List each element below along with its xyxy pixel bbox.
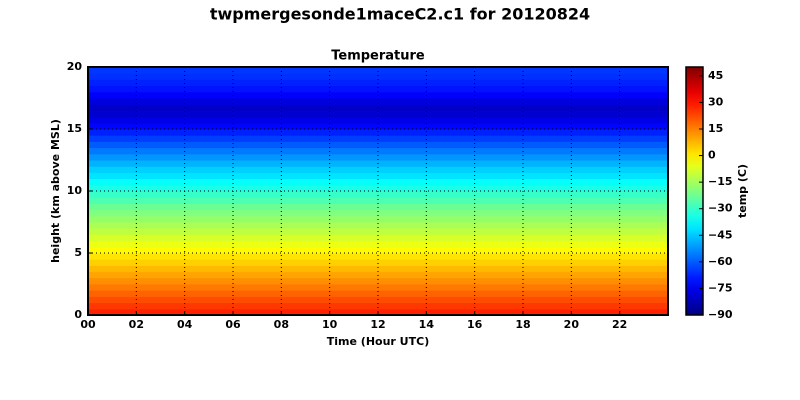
x-tick-label: 06 [225, 318, 241, 331]
heatmap-cell [88, 110, 668, 118]
colorbar-tick-label: 45 [708, 69, 723, 82]
x-tick-label: 00 [80, 318, 96, 331]
heatmap-cell [88, 203, 668, 211]
chart-title: twpmergesonde1maceC2.c1 for 20120824 [210, 5, 590, 24]
heatmap-cell [88, 85, 668, 93]
heatmap-cell [88, 184, 668, 192]
colorbar-label: temp (C) [736, 164, 749, 218]
x-tick-label: 02 [129, 318, 144, 331]
chart-subtitle: Temperature [331, 49, 425, 64]
colorbar-tick-label: −15 [708, 175, 733, 188]
heatmap-cell [88, 197, 668, 204]
heatmap-cell [88, 222, 668, 229]
y-tick-label: 20 [67, 60, 83, 73]
heatmap-cell [88, 290, 668, 297]
heatmap-cell [88, 246, 668, 254]
heatmap-cell [88, 277, 668, 285]
heatmap-cell [88, 153, 668, 161]
heatmap-cell [88, 302, 668, 310]
heatmap-cell [88, 259, 668, 266]
x-tick-label: 08 [274, 318, 289, 331]
y-axis-label: height (km above MSL) [49, 119, 62, 263]
y-tick-label: 10 [67, 184, 83, 197]
colorbar-tick-label: −90 [708, 308, 733, 321]
x-tick-label: 22 [612, 318, 627, 331]
heatmap-cell [88, 234, 668, 242]
heatmap-cell [88, 147, 668, 155]
y-tick-label: 15 [67, 122, 82, 135]
colorbar-tick-label: −30 [708, 202, 733, 215]
colorbar-tick-label: 0 [708, 149, 716, 162]
heatmap-cell [88, 209, 668, 217]
heatmap-cell [88, 178, 668, 186]
heatmap-cell [88, 122, 668, 130]
x-axis-label: Time (Hour UTC) [327, 335, 429, 348]
colorbar-tick-label: −75 [708, 281, 733, 294]
x-tick-label: 18 [515, 318, 530, 331]
y-tick-label: 0 [74, 308, 82, 321]
heatmap-cell [88, 79, 668, 87]
heatmap-cell [88, 98, 668, 105]
heatmap-cell [88, 129, 668, 136]
colorbar-tick-label: 15 [708, 122, 723, 135]
heatmap-cell [88, 271, 668, 279]
x-tick-label: 04 [177, 318, 193, 331]
x-tick-label: 20 [564, 318, 580, 331]
heatmap-cell [88, 73, 668, 80]
colorbar [685, 66, 704, 316]
heatmap-cell [88, 135, 668, 142]
heatmap-cell [88, 67, 668, 74]
heatmap-cell [88, 191, 668, 198]
heatmap-cell [88, 265, 668, 273]
x-tick-label: 10 [322, 318, 338, 331]
colorbar-tick-label: 30 [708, 95, 724, 108]
colorbar-tick-label: −60 [708, 255, 733, 268]
x-tick-label: 12 [370, 318, 385, 331]
x-tick-label: 16 [467, 318, 483, 331]
x-tick-label: 14 [419, 318, 435, 331]
heatmap-cell [88, 166, 668, 173]
heatmap-cell [88, 253, 668, 260]
heatmap-cell [88, 141, 668, 149]
colorbar-tick-label: −45 [708, 228, 733, 241]
y-tick-label: 5 [74, 246, 82, 259]
